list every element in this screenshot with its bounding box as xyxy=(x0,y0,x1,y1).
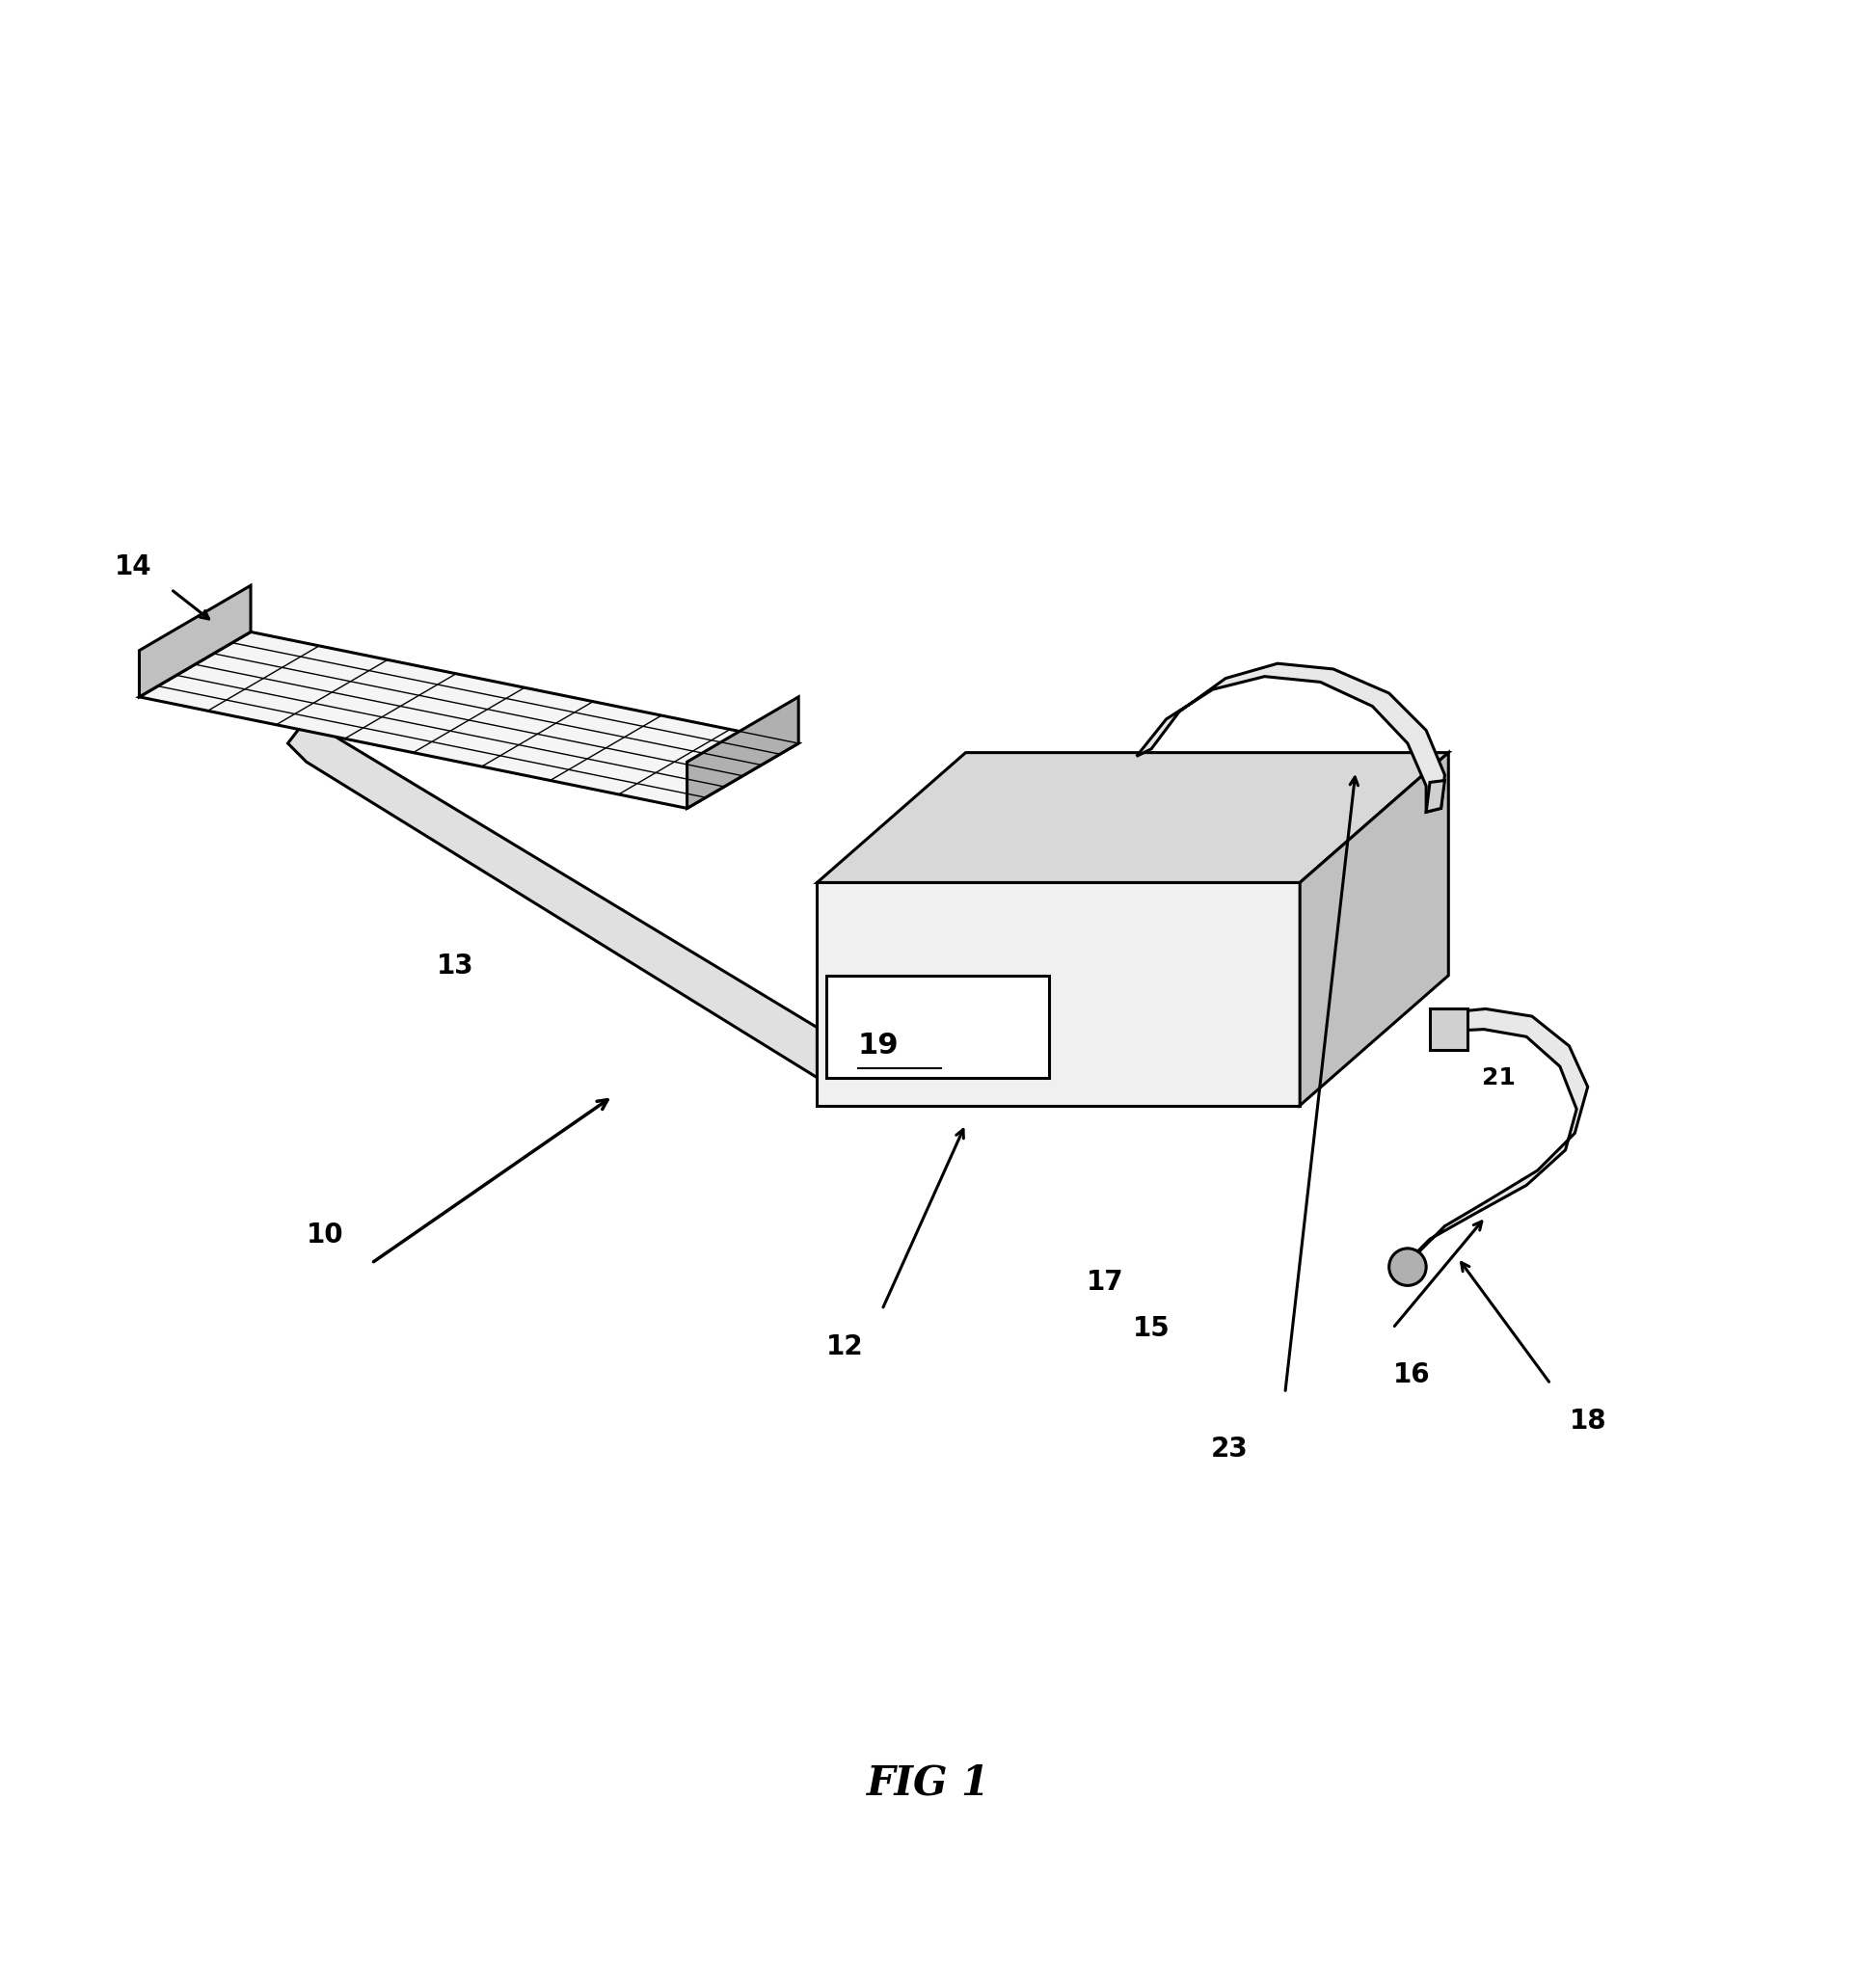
Polygon shape xyxy=(1400,1008,1588,1272)
Polygon shape xyxy=(288,720,817,1077)
Polygon shape xyxy=(1136,664,1445,811)
Text: 17: 17 xyxy=(1086,1268,1123,1296)
Polygon shape xyxy=(1430,1008,1467,1050)
Text: 23: 23 xyxy=(1211,1435,1248,1463)
Text: 12: 12 xyxy=(826,1334,864,1360)
Text: 18: 18 xyxy=(1569,1408,1606,1435)
Text: 21: 21 xyxy=(1482,1066,1515,1089)
Text: 13: 13 xyxy=(436,952,474,980)
Circle shape xyxy=(1389,1248,1426,1286)
Polygon shape xyxy=(817,753,1448,883)
Polygon shape xyxy=(1426,781,1445,811)
Text: 15: 15 xyxy=(1133,1314,1170,1342)
Text: 14: 14 xyxy=(115,553,152,580)
Polygon shape xyxy=(139,632,799,809)
Text: 10: 10 xyxy=(306,1223,344,1248)
Polygon shape xyxy=(817,883,1300,1105)
Polygon shape xyxy=(826,976,1049,1077)
Text: 16: 16 xyxy=(1393,1362,1430,1388)
Polygon shape xyxy=(687,698,799,809)
Text: FIG 1: FIG 1 xyxy=(867,1763,990,1803)
Polygon shape xyxy=(139,586,251,698)
Text: 19: 19 xyxy=(858,1032,899,1060)
Polygon shape xyxy=(1300,753,1448,1105)
